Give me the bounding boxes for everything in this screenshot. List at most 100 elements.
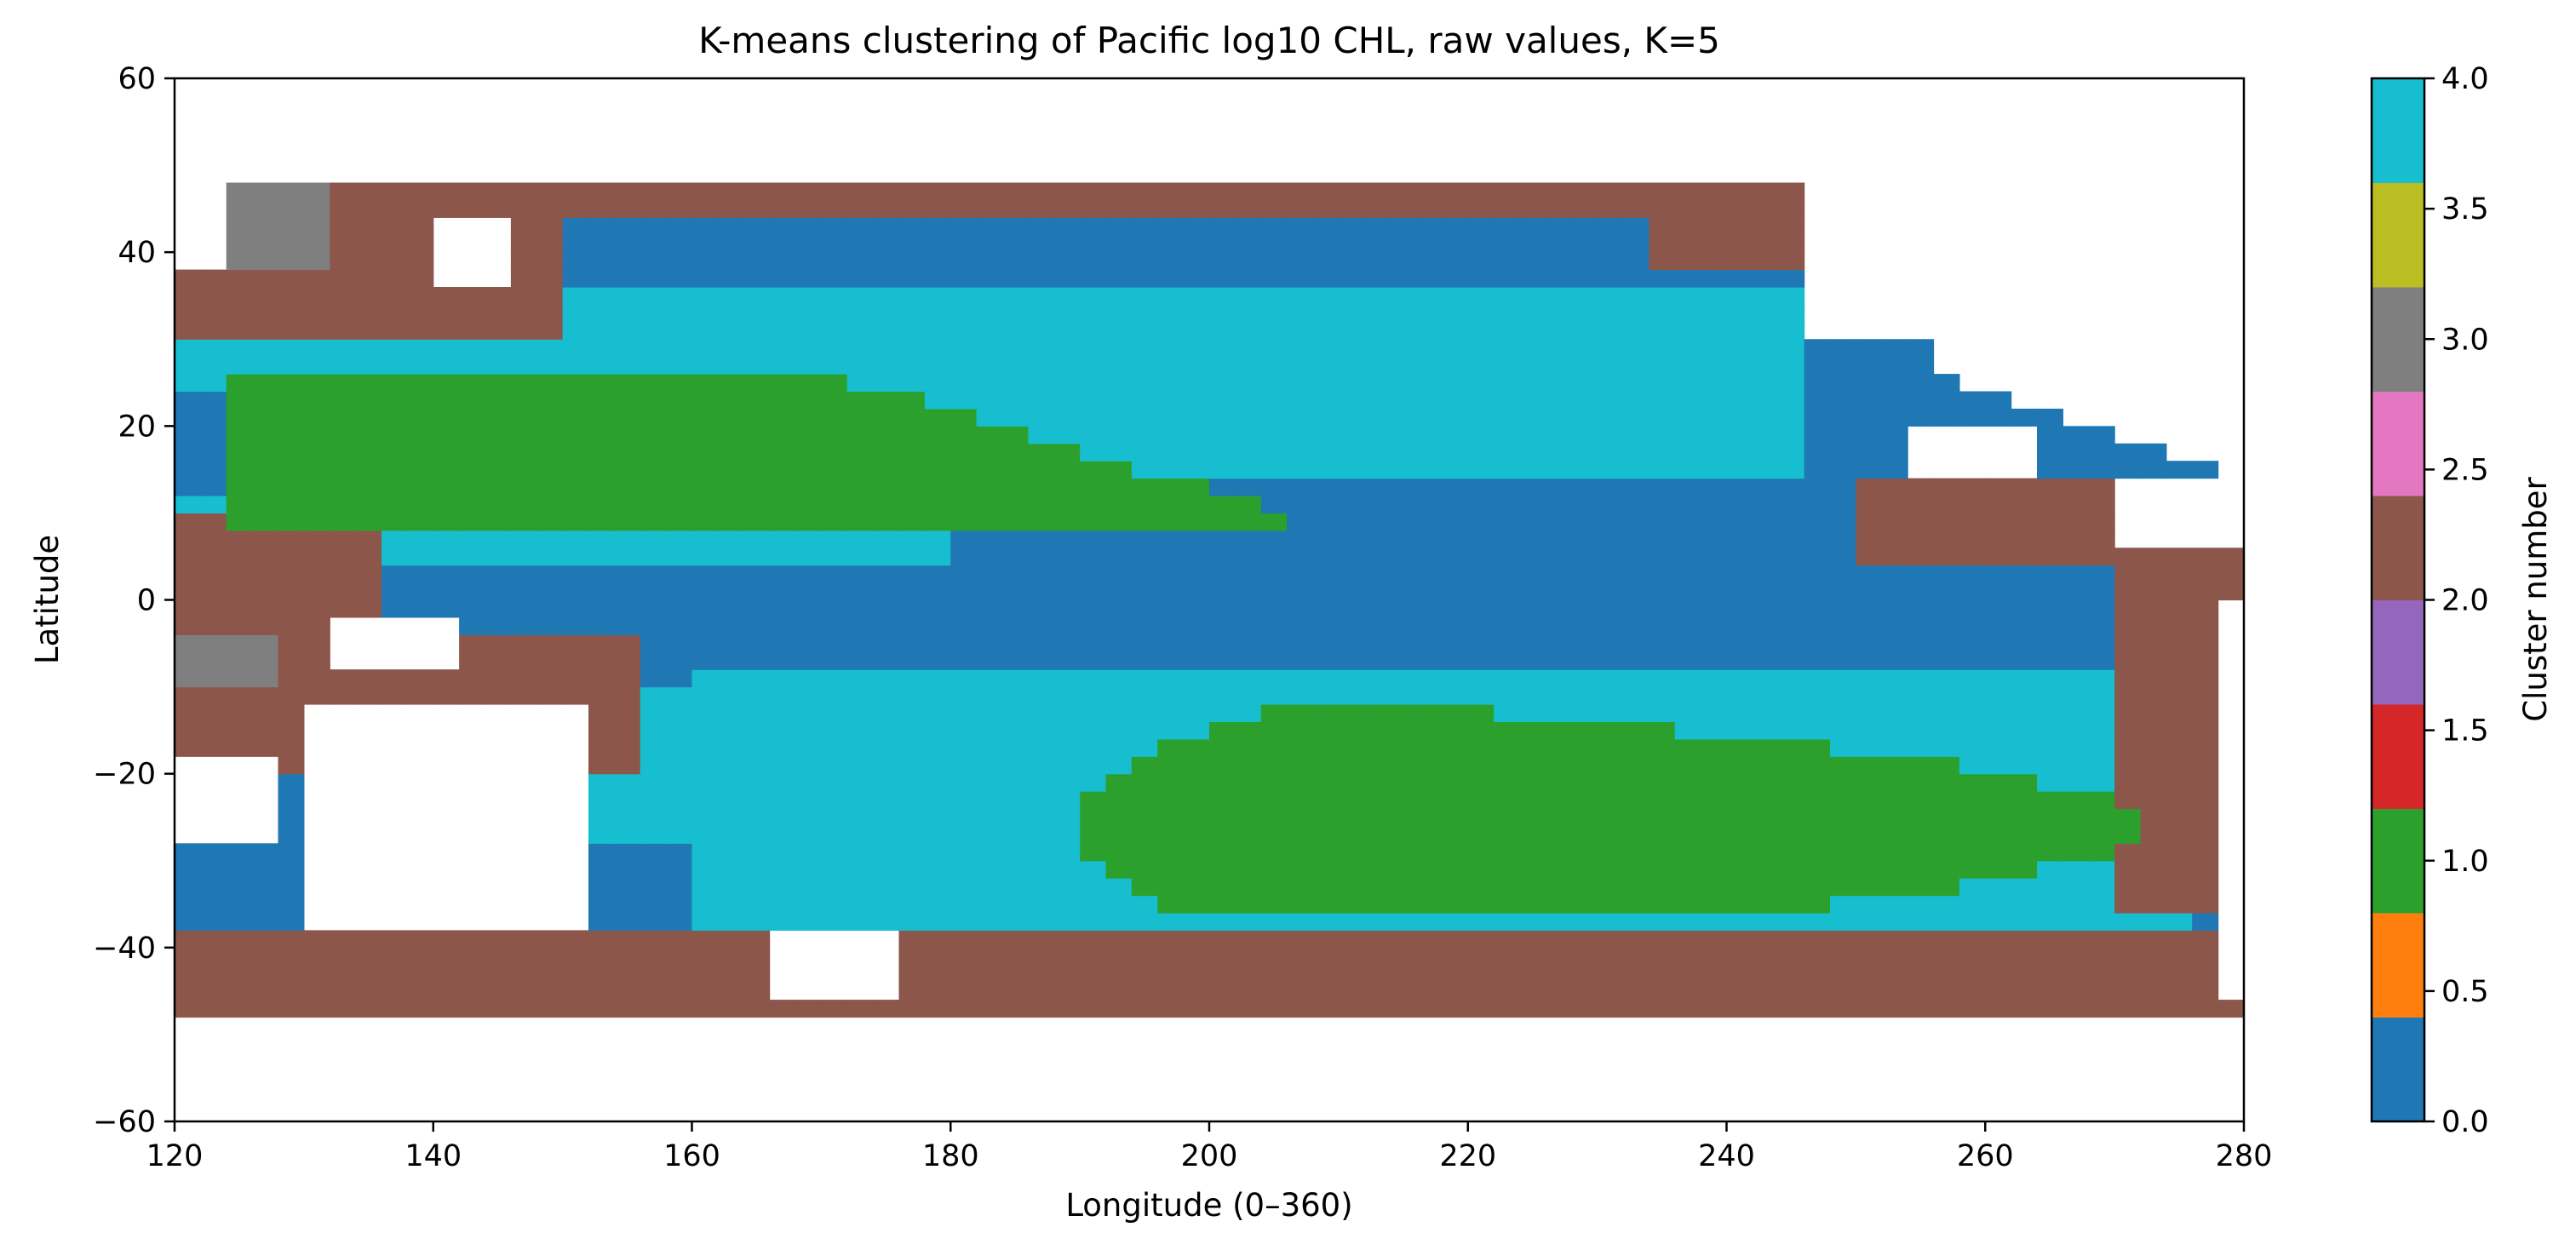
map-cell (924, 565, 951, 583)
map-cell (278, 252, 305, 271)
map-cell (846, 773, 874, 792)
map-cell (1830, 738, 1856, 757)
map-cell (1494, 496, 1521, 514)
map-cell (252, 669, 279, 688)
map-cell (717, 738, 744, 757)
map-cell (330, 391, 357, 410)
map-cell (1338, 530, 1365, 548)
map-cell (588, 651, 615, 670)
map-cell (821, 808, 848, 827)
map-cell (1338, 234, 1365, 253)
map-cell (1830, 669, 1856, 688)
map-cell (1183, 304, 1210, 323)
map-cell (1597, 895, 1624, 914)
map-cell (1390, 599, 1417, 618)
map-cell (252, 1000, 279, 1018)
map-cell (1157, 252, 1185, 271)
map-cell (1131, 304, 1158, 323)
map-cell (2063, 825, 2090, 844)
map-cell (278, 443, 305, 462)
map-cell (950, 808, 978, 827)
map-cell (1597, 304, 1624, 323)
map-cell (1804, 808, 1831, 827)
map-cell (976, 443, 1003, 462)
map-cell (1830, 947, 1856, 966)
map-cell (382, 199, 408, 218)
map-cell (1390, 686, 1417, 705)
map-cell (1105, 738, 1133, 757)
map-cell (562, 651, 589, 670)
map-cell (330, 234, 357, 253)
map-cell (1338, 791, 1365, 810)
map-cell (1494, 756, 1521, 775)
map-cell (1571, 217, 1598, 236)
map-cell (536, 426, 564, 444)
map-cell (1209, 1000, 1236, 1018)
map-cell (1028, 199, 1055, 218)
map-cell (1312, 443, 1340, 462)
map-cell (2192, 738, 2219, 757)
map-cell (1571, 930, 1598, 949)
map-cell (950, 947, 978, 966)
map-cell (330, 513, 357, 531)
map-cell (614, 860, 641, 879)
map-cell (2140, 791, 2167, 810)
map-cell (562, 634, 589, 653)
map-cell (226, 582, 253, 601)
map-cell (2114, 443, 2142, 462)
map-cell (2217, 1000, 2244, 1018)
map-cell (2114, 791, 2142, 810)
map-cell (898, 269, 926, 288)
map-cell (330, 269, 357, 288)
map-cell (2166, 791, 2193, 810)
map-cell (1442, 791, 1469, 810)
map-cell (1519, 825, 1546, 844)
map-cell (1597, 616, 1624, 635)
map-cell (795, 443, 822, 462)
map-cell (769, 878, 796, 897)
map-cell (1053, 496, 1081, 514)
map-cell (226, 634, 253, 653)
map-cell (1105, 252, 1133, 271)
map-cell (1985, 825, 2012, 844)
map-cell (976, 478, 1003, 496)
map-cell (1881, 913, 1908, 932)
map-cell (640, 321, 667, 340)
map-cell (1856, 496, 1883, 514)
map-cell (1467, 773, 1495, 792)
map-cell (1494, 599, 1521, 618)
map-cell (1416, 478, 1443, 496)
map-cell (1183, 565, 1210, 583)
map-cell (1416, 496, 1443, 514)
map-cell (1597, 391, 1624, 410)
map-cell (278, 913, 305, 932)
map-cell (355, 582, 382, 601)
map-cell (1752, 825, 1779, 844)
map-cell (924, 234, 951, 253)
map-cell (2140, 965, 2167, 983)
map-cell (2166, 1000, 2193, 1018)
map-cell (1209, 651, 1236, 670)
map-cell (1131, 234, 1158, 253)
map-cell (1881, 756, 1908, 775)
map-cell (355, 669, 382, 688)
map-cell (2063, 965, 2090, 983)
map-cell (510, 982, 537, 1001)
map-cell (1390, 321, 1417, 340)
map-cell (510, 408, 537, 427)
map-cell (1597, 738, 1624, 757)
map-cell (1881, 808, 1908, 827)
map-cell (1571, 496, 1598, 514)
map-cell (252, 478, 279, 496)
map-cell (898, 252, 926, 271)
map-cell (1390, 565, 1417, 583)
map-cell (1338, 374, 1365, 393)
map-cell (330, 321, 357, 340)
map-cell (1467, 982, 1495, 1001)
map-cell (691, 443, 719, 462)
map-cell (1183, 651, 1210, 670)
map-cell (1235, 947, 1262, 966)
map-cell (588, 530, 615, 548)
map-cell (743, 825, 771, 844)
map-cell (795, 651, 822, 670)
